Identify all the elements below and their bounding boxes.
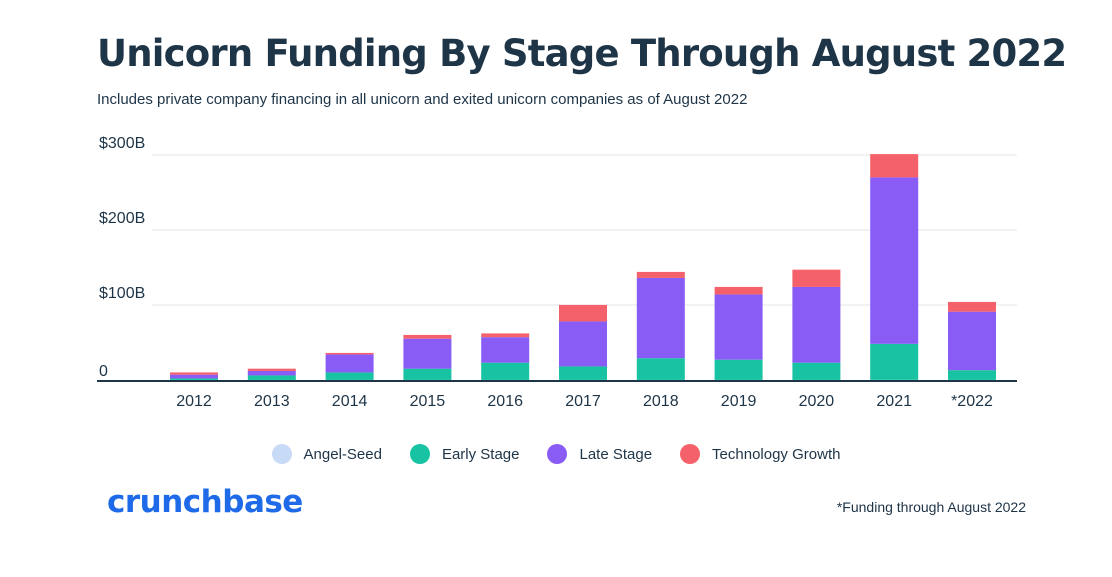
bar-segment [714,294,763,360]
x-tick-label: 2014 [332,393,368,410]
bar-segment [714,359,763,380]
bar-segment [792,362,841,380]
x-tick-label: 2015 [410,393,446,410]
bar-segment [247,370,296,376]
bar-segment [792,269,841,287]
y-tick-label: $100B [99,285,145,302]
y-tick-label: 0 [99,363,108,380]
bar-segment [948,301,996,312]
bar-segment [481,362,530,380]
chart-title: Unicorn Funding By Stage Through August … [97,32,1067,75]
bar-segment [247,368,296,371]
legend-item: Technology Growth [680,444,840,464]
bar-segment [559,366,607,380]
bar-segment [870,177,919,344]
bar-segment [170,372,218,375]
bar-segment [948,311,996,371]
legend-swatch [271,444,292,464]
bar-segment [247,375,296,380]
x-tick-label: 2020 [799,393,835,410]
x-tick-label: 2013 [254,393,290,410]
bar-segment [481,333,530,338]
footnote: *Funding through August 2022 [836,499,1026,515]
bar-segment [403,368,452,380]
x-tick-label: 2018 [643,393,679,410]
x-tick-label: 2021 [876,393,912,410]
bar-segment [714,286,763,295]
x-tick-label: 2017 [565,393,601,410]
crunchbase-logo: crunchbase [107,484,303,520]
bar-segment [403,338,452,369]
bar-segment [170,378,218,380]
bar-segment [325,352,374,355]
y-tick-label: $200B [99,210,145,227]
bar-segment [792,286,841,363]
bar-segment [636,271,685,278]
legend-label: Late Stage [579,445,653,463]
bar-segment [403,334,452,339]
legend-label: Angel-Seed [303,445,382,463]
bar-segment [481,337,530,363]
bar-segment [559,304,607,322]
y-tick-label: $300B [99,135,145,152]
bar-segment [559,321,607,367]
bar-segment [636,277,685,359]
legend-item: Angel-Seed [271,444,382,464]
bar-segment [636,358,685,380]
legend-item: Late Stage [547,444,652,464]
x-tick-label: 2019 [721,393,757,410]
legend-item: Early Stage [409,444,520,464]
chart-subtitle: Includes private company financing in al… [97,91,748,108]
legend-label: Technology Growth [712,445,841,463]
legend-swatch [680,444,701,464]
bar-segment [325,372,374,380]
x-tick-label: 2016 [487,393,523,410]
legend-label: Early Stage [441,445,520,463]
legend-swatch [547,444,568,464]
x-tick-label: 2012 [176,393,212,410]
legend-swatch [409,444,430,464]
bar-segment [870,154,919,178]
bar-segment [170,374,218,379]
chart-legend: Angel-Seed Early Stage Late Stage Technolog… [0,444,1112,464]
x-tick-label: *2022 [951,393,993,410]
bar-segment [870,343,919,380]
bar-segment [948,370,996,380]
bar-segment [325,354,374,373]
